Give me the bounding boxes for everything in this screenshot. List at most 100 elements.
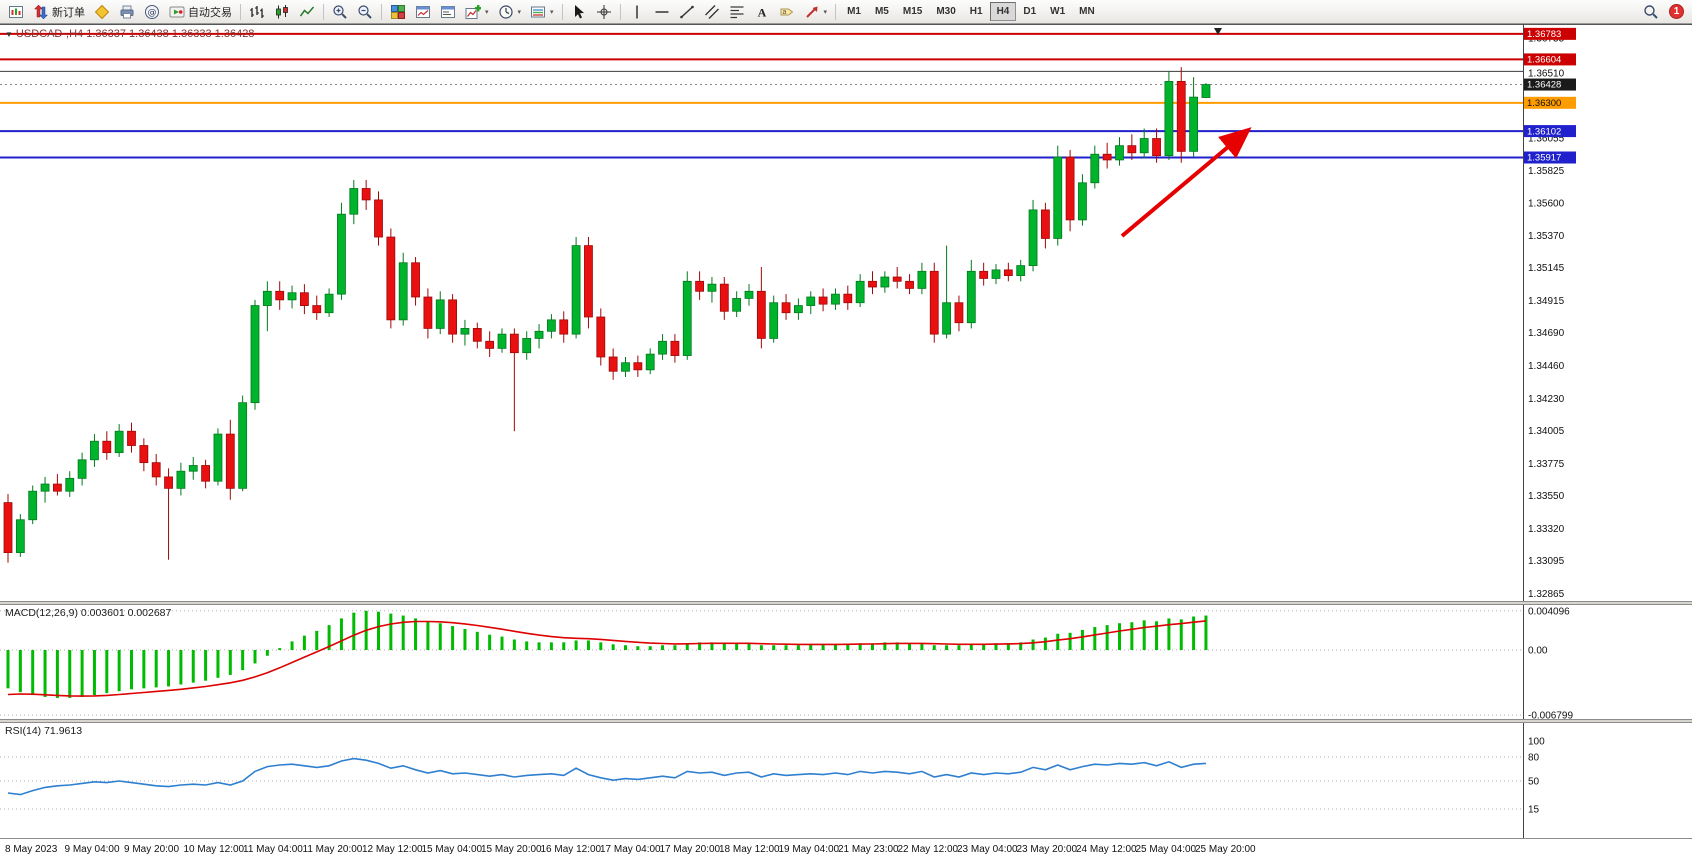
candle [1065, 156, 1075, 221]
price-tick-label: 1.34005 [1528, 426, 1565, 437]
rsi-axis-label: 15 [1528, 805, 1540, 816]
time-axis: 8 May 2023 9 May 04:00 9 May 20:00 10 May 1… [5, 844, 1256, 855]
main-price-pane[interactable] [0, 28, 1523, 563]
chart-shift-marker[interactable] [1214, 28, 1222, 35]
clock-icon [498, 4, 513, 19]
rsi-line [7, 757, 1207, 796]
candle [225, 433, 235, 489]
candle [361, 188, 371, 201]
text-icon: A [757, 5, 766, 19]
toolbar-separator [381, 3, 382, 20]
candle [596, 316, 606, 358]
channel-button[interactable] [700, 2, 724, 22]
new-order-button[interactable]: 新订单 [29, 2, 89, 22]
candle [991, 269, 1001, 279]
text-button[interactable]: A [750, 2, 774, 22]
candle [188, 465, 198, 472]
rsi-pane[interactable] [0, 756, 1523, 810]
timeframe-mn[interactable]: MN [1079, 6, 1095, 17]
candle [485, 340, 495, 349]
trend-arrow[interactable] [1120, 127, 1252, 238]
price-tick-label: 1.35600 [1528, 198, 1565, 209]
time-label: 25 May 20:00 [1195, 844, 1256, 855]
candle [509, 333, 519, 354]
channel-icon [704, 4, 719, 19]
candlestick-chart-button[interactable] [270, 2, 294, 22]
time-label: 9 May 20:00 [124, 844, 179, 855]
chevron-down-icon: ▾ [517, 8, 522, 16]
candle [127, 430, 136, 446]
line-chart-button[interactable] [295, 2, 319, 22]
price-tag-1.36604 [1524, 53, 1576, 66]
zoom-in-button[interactable] [328, 2, 352, 22]
bar-chart-button[interactable] [245, 2, 269, 22]
candle [818, 296, 828, 305]
macd-pane[interactable] [0, 610, 1523, 716]
market-watch-button[interactable] [411, 2, 435, 22]
candle [670, 340, 680, 356]
candle [1078, 182, 1087, 221]
tile-windows-button[interactable] [386, 2, 410, 22]
candle [28, 490, 38, 521]
timeframe-d1[interactable]: D1 [1023, 6, 1037, 17]
candle [806, 296, 816, 306]
navigator-icon [441, 5, 455, 18]
search-icon [1644, 4, 1658, 19]
rsi-axis-label: 100 [1528, 737, 1545, 748]
crosshair-button[interactable] [592, 2, 616, 22]
metaeditor-button[interactable] [90, 2, 114, 22]
candle [398, 262, 408, 321]
timeframe-m30[interactable]: M30 [936, 6, 956, 17]
bar-chart-icon [250, 5, 264, 18]
horizontal-line-button[interactable] [650, 2, 674, 22]
price-tick-label: 1.34915 [1528, 296, 1565, 307]
toolbar-separator [323, 3, 324, 20]
timeframe-m5[interactable]: M5 [874, 6, 889, 17]
candle [1189, 96, 1198, 152]
macd-signal-line [7, 620, 1207, 697]
timeframe-w1[interactable]: W1 [1050, 6, 1066, 17]
indicators-button[interactable]: ▾ [461, 2, 493, 22]
line-chart-icon [299, 6, 315, 16]
autotrading-button[interactable]: 自动交易 [165, 2, 236, 22]
chevron-down-icon: ▾ [550, 8, 554, 16]
notification-badge[interactable]: 1 [1669, 4, 1684, 19]
trendline-button[interactable] [675, 2, 699, 22]
candle [905, 280, 914, 289]
timeframe-h1[interactable]: H1 [969, 6, 983, 17]
new-chart-button[interactable] [4, 2, 28, 22]
candle [633, 362, 643, 371]
price-tick-label: 1.35825 [1528, 166, 1565, 177]
timeframe-m15[interactable]: M15 [902, 6, 923, 17]
usdcad-h4-chart-canvas[interactable]: 1.367551.365101.362851.360551.358251.356… [0, 24, 1692, 861]
candle [979, 270, 989, 279]
candle [349, 188, 359, 215]
timeframe-h4[interactable]: H4 [989, 2, 1017, 21]
candle [337, 213, 346, 295]
fibonacci-button[interactable] [725, 2, 749, 22]
chart-area: ▼ USDCAD-,H4 1.36337 1.36438 1.36333 1.36… [0, 24, 1692, 861]
candle [423, 296, 433, 329]
candle [275, 290, 285, 301]
search-button[interactable] [1639, 2, 1663, 22]
arrows-button[interactable]: ▾ [800, 2, 832, 22]
timeframe-m1[interactable]: M1 [847, 6, 861, 17]
navigator-button[interactable] [436, 2, 460, 22]
text-label-icon: a [780, 8, 793, 16]
candle [917, 270, 927, 289]
print-button[interactable] [115, 2, 139, 22]
time-label: 21 May 23:00 [838, 844, 899, 855]
mql5-community-button[interactable]: @ [140, 2, 164, 22]
candle [1164, 81, 1174, 157]
text-label-button[interactable]: a [775, 2, 799, 22]
svg-text:A: A [757, 5, 766, 19]
zoom-out-button[interactable] [353, 2, 377, 22]
candle [472, 328, 482, 342]
periods-button[interactable]: ▾ [494, 2, 526, 22]
templates-button[interactable]: ▾ [526, 2, 558, 22]
vertical-line-icon [635, 5, 638, 18]
candle [756, 290, 766, 339]
timeframe-group: M1 M5 M15 M30 H1 H4 D1 W1 MN [840, 2, 1102, 21]
vertical-line-button[interactable] [625, 2, 649, 22]
cursor-button[interactable] [567, 2, 591, 22]
